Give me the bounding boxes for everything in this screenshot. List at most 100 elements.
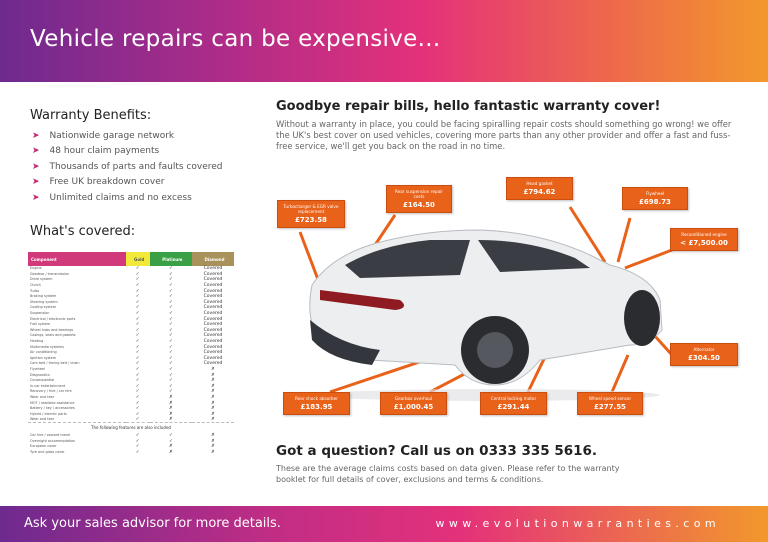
table-row: Gearbox / transmission ✓ ✓ Covered bbox=[28, 272, 234, 278]
table-cell: ✓ bbox=[168, 378, 173, 384]
table-cell: Covered bbox=[203, 311, 223, 317]
table-cell: Drive system bbox=[30, 277, 53, 282]
table-cell: ✓ bbox=[168, 288, 173, 294]
cost-callout: Rear shock absorber £183.95 bbox=[283, 392, 350, 415]
table-cell: Battery / key / accessories bbox=[30, 406, 75, 411]
table-cell: Covered bbox=[203, 322, 223, 328]
table-cell: ✗ bbox=[211, 394, 215, 400]
table-row: Braking system ✓ ✓ Covered bbox=[28, 294, 234, 300]
header-banner: Vehicle repairs can be expensive... bbox=[0, 0, 768, 82]
table-cell: ✗ bbox=[168, 394, 173, 400]
table-row: Fuel system ✓ ✓ Covered bbox=[28, 322, 234, 328]
table-cell: ✓ bbox=[168, 372, 173, 378]
table-cell: Wear and tear bbox=[30, 394, 55, 399]
table-cell: Overnight accommodation bbox=[30, 438, 76, 443]
website-link[interactable]: www.evolutionwarranties.com bbox=[435, 517, 720, 530]
table-cell: ✓ bbox=[168, 383, 173, 389]
callout-value: £304.50 bbox=[688, 354, 720, 362]
table-cell: Suspension bbox=[30, 311, 50, 316]
table-cell: ✓ bbox=[168, 350, 173, 356]
benefit-text: Nationwide garage network bbox=[49, 130, 175, 141]
table-cell: Covered bbox=[203, 277, 223, 283]
table-cell: Tyre and glass cover bbox=[30, 449, 65, 454]
callout-value: £164.50 bbox=[403, 201, 435, 209]
table-cell: ✗ bbox=[211, 432, 215, 438]
table-cell: ✓ bbox=[135, 350, 140, 356]
callout-value: £277.55 bbox=[594, 403, 626, 411]
cost-callout: Turbocharger & EGR valve replacement £723… bbox=[277, 200, 345, 228]
callout-value: £1,000.45 bbox=[393, 403, 434, 411]
callout-value: £291.44 bbox=[497, 403, 530, 411]
table-cell: ✓ bbox=[135, 389, 140, 395]
table-row: Heating ✓ ✓ Covered bbox=[28, 339, 234, 345]
table-cell: Cam belt / timing belt / chain bbox=[30, 361, 80, 366]
benefit-item: ➤ 48 hour claim payments bbox=[32, 144, 223, 160]
table-cell: ✓ bbox=[168, 389, 173, 395]
table-cell: Covered bbox=[203, 355, 223, 361]
table-cell: ✓ bbox=[135, 383, 140, 389]
table-cell: ✗ bbox=[211, 383, 215, 389]
table-cell: Turbo bbox=[30, 288, 40, 293]
table-cell: ✓ bbox=[168, 344, 173, 350]
table-cell: Covered bbox=[203, 361, 223, 367]
table-row: European cover ✓ ✗ ✗ bbox=[28, 444, 234, 450]
front-wheel bbox=[624, 290, 660, 346]
table-cell: Gearbox / transmission bbox=[30, 271, 70, 276]
table-row: Recovery / hire / car hire ✓ ✓ ✗ bbox=[28, 389, 234, 395]
table-cell: ✓ bbox=[168, 355, 173, 361]
table-cell: ✓ bbox=[135, 344, 140, 350]
table-row: Engine ✓ ✓ Covered bbox=[28, 266, 234, 272]
table-cell: ✓ bbox=[168, 316, 173, 322]
table-cell: ✓ bbox=[135, 288, 140, 294]
table-cell: Braking system bbox=[30, 294, 57, 299]
benefits-title: Warranty Benefits: bbox=[30, 108, 152, 123]
table-cell: ✓ bbox=[135, 406, 140, 412]
covered-title: What's covered: bbox=[30, 224, 136, 239]
table-row: Overnight accommodation ✓ ✓ ✗ bbox=[28, 438, 234, 444]
contact-heading: Got a question? Call us on 0333 335 5616… bbox=[276, 443, 598, 459]
table-cell: ✓ bbox=[168, 339, 173, 345]
table-cell: Clutch bbox=[30, 283, 41, 288]
table-cell: ✓ bbox=[135, 316, 140, 322]
cost-callout: Head gasket £794.62 bbox=[506, 177, 573, 200]
table-cell: Engine bbox=[30, 266, 42, 271]
table-row: Wear and tear ✓ ✗ ✗ bbox=[28, 417, 234, 423]
arrow-icon: ➤ bbox=[32, 192, 40, 203]
footer-tagline: Ask your sales advisor for more details. bbox=[24, 516, 281, 531]
table-cell: ✗ bbox=[211, 372, 215, 378]
table-row: Wear and tear ✓ ✗ ✗ bbox=[28, 395, 234, 401]
page-title: Vehicle repairs can be expensive... bbox=[30, 26, 441, 52]
column-header: Gold bbox=[125, 252, 150, 266]
table-cell: Steering system bbox=[30, 299, 58, 304]
table-cell: ✓ bbox=[168, 366, 173, 372]
callout-label: Gearbox overhaul bbox=[394, 396, 433, 401]
benefit-item: ➤ Unlimited claims and no excess bbox=[32, 190, 223, 206]
table-cell: ✓ bbox=[135, 372, 140, 378]
table-cell: ✓ bbox=[135, 305, 140, 311]
table-cell: Fuel system bbox=[30, 322, 51, 327]
cost-callout: Alternator £304.50 bbox=[670, 343, 738, 366]
table-cell: ✗ bbox=[168, 406, 173, 412]
table-cell: ✓ bbox=[135, 400, 140, 406]
callout-value: £723.58 bbox=[295, 216, 327, 224]
table-cell: ✓ bbox=[168, 299, 173, 305]
table-row: Diagnostics ✓ ✓ ✗ bbox=[28, 372, 234, 378]
table-cell: Flywheel bbox=[30, 366, 45, 371]
table-cell: ✗ bbox=[168, 449, 173, 455]
table-cell: ✓ bbox=[135, 444, 140, 450]
benefit-text: 48 hour claim payments bbox=[49, 146, 160, 157]
table-row: Battery / key / accessories ✓ ✗ ✗ bbox=[28, 406, 234, 412]
table-cell: ✓ bbox=[135, 299, 140, 305]
table-cell: Casings, seals and gaskets bbox=[30, 333, 76, 338]
table-cell: ✗ bbox=[211, 411, 215, 417]
table-cell: European cover bbox=[30, 444, 57, 449]
table-cell: Covered bbox=[203, 350, 223, 356]
arrow-icon: ➤ bbox=[32, 161, 40, 172]
table-cell: Electrical / electronic parts bbox=[30, 316, 76, 321]
cost-callout: Wheel speed sensor £277.55 bbox=[577, 392, 643, 415]
car-tail-light bbox=[320, 290, 404, 310]
contact-note: These are the average claims costs based… bbox=[276, 464, 620, 484]
coverage-table: Component Gold Platinum Diamond Engine ✓ ✓ Cove… bbox=[28, 252, 234, 455]
table-cell: ✓ bbox=[135, 411, 140, 417]
